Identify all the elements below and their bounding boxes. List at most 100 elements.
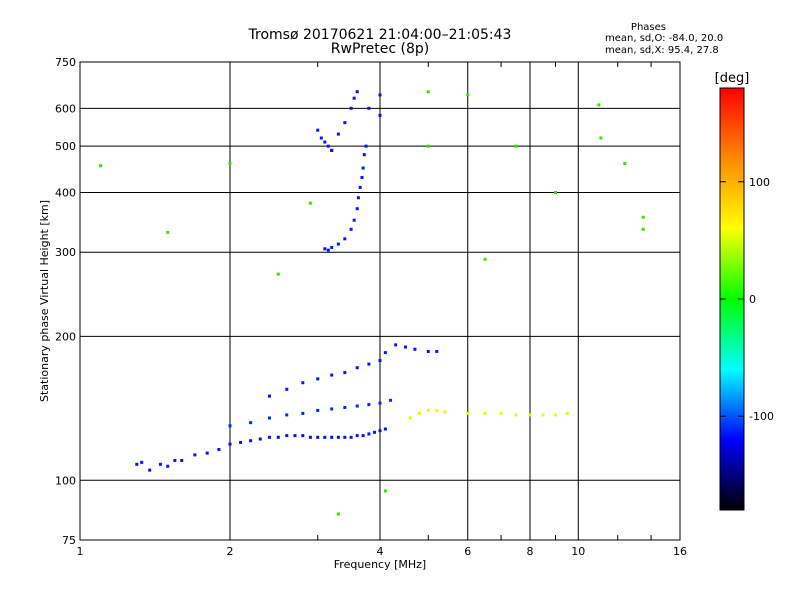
data-point <box>528 413 532 417</box>
data-point <box>383 351 387 355</box>
data-point <box>343 371 347 375</box>
data-point <box>180 458 184 462</box>
data-point <box>249 439 253 443</box>
data-point <box>417 411 421 415</box>
data-point <box>426 349 430 353</box>
data-point <box>330 373 334 377</box>
data-point <box>364 144 368 148</box>
data-point <box>355 366 359 370</box>
data-point <box>403 345 407 349</box>
data-point <box>355 90 359 94</box>
data-point <box>276 272 280 276</box>
data-point <box>330 407 334 411</box>
data-point <box>308 435 312 439</box>
data-point <box>217 447 221 451</box>
data-point <box>316 408 320 412</box>
x-tick-label: 8 <box>527 545 534 558</box>
data-point <box>623 161 627 165</box>
data-point <box>228 161 232 165</box>
data-point <box>316 377 320 381</box>
data-point <box>316 435 320 439</box>
data-point <box>378 93 382 97</box>
data-point <box>301 434 305 438</box>
x-axis-label: Frequency [MHz] <box>334 558 426 571</box>
data-point <box>367 403 371 407</box>
data-point <box>330 245 334 249</box>
data-point <box>330 148 334 152</box>
data-point <box>356 196 360 200</box>
colorbar-tick-label: -100 <box>749 410 774 423</box>
data-point <box>293 434 297 438</box>
data-point <box>323 435 327 439</box>
data-point <box>99 164 103 168</box>
x-tick-label: 2 <box>227 545 234 558</box>
y-tick-label: 200 <box>55 330 76 343</box>
data-point <box>443 410 447 414</box>
data-point <box>135 462 139 466</box>
data-point <box>326 144 330 148</box>
data-point <box>336 242 340 246</box>
chart-title: Tromsø 20170621 21:04:00–21:05:43 <box>248 27 512 43</box>
data-point <box>499 411 503 415</box>
data-point <box>323 140 327 144</box>
phases-heading: Phases <box>630 22 666 33</box>
y-tick-label: 600 <box>55 102 76 115</box>
data-point <box>301 381 305 385</box>
data-point <box>343 121 347 125</box>
data-point <box>352 218 356 222</box>
data-point <box>308 201 312 205</box>
data-point <box>276 435 280 439</box>
data-point <box>343 237 347 241</box>
data-point <box>565 411 569 415</box>
x-tick-label: 10 <box>571 545 585 558</box>
data-point <box>205 451 209 455</box>
data-point <box>228 442 232 446</box>
data-point <box>426 144 430 148</box>
data-point <box>355 207 359 211</box>
data-point <box>285 413 289 417</box>
y-tick-label: 75 <box>62 534 76 547</box>
data-point <box>349 106 353 110</box>
data-point <box>361 434 365 438</box>
data-point <box>426 408 430 412</box>
y-tick-label: 400 <box>55 186 76 199</box>
data-point <box>514 144 518 148</box>
data-point <box>228 424 232 428</box>
data-point <box>394 343 398 347</box>
x-tick-label: 4 <box>377 545 384 558</box>
data-point <box>343 405 347 409</box>
data-point <box>435 408 439 412</box>
data-point <box>173 458 177 462</box>
data-point <box>158 462 162 466</box>
data-point <box>355 404 359 408</box>
chart-subtitle: RwPretec (8p) <box>330 41 430 57</box>
data-point <box>336 435 340 439</box>
data-point <box>358 185 362 189</box>
data-point <box>249 421 253 425</box>
data-point <box>326 248 330 252</box>
y-axis-label: Stationary phase Virtual Height [km] <box>38 200 51 402</box>
data-point <box>641 227 645 231</box>
data-point <box>349 435 353 439</box>
data-point <box>641 215 645 219</box>
data-point <box>193 453 197 457</box>
data-point <box>349 227 353 231</box>
data-point <box>389 398 393 402</box>
data-point <box>413 347 417 351</box>
y-tick-label: 300 <box>55 246 76 259</box>
data-point <box>435 349 439 353</box>
data-point <box>343 435 347 439</box>
data-point <box>426 90 430 94</box>
data-point <box>360 175 364 179</box>
data-point <box>553 413 557 417</box>
data-point <box>466 93 470 97</box>
data-point <box>378 401 382 405</box>
data-point <box>336 512 340 516</box>
data-point <box>148 468 152 472</box>
colorbar-label: [deg] <box>715 71 750 86</box>
y-tick-label: 500 <box>55 140 76 153</box>
y-tick-label: 750 <box>55 56 76 69</box>
data-point <box>361 166 365 170</box>
data-point <box>367 362 371 366</box>
